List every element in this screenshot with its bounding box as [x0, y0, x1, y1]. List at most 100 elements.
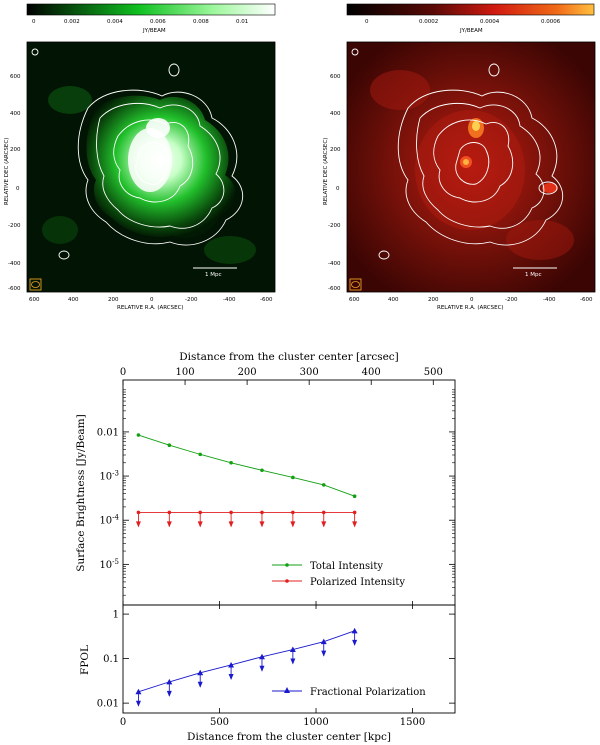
upper-limit-arrowhead — [166, 690, 172, 697]
bottom-legend: Fractional Polarization — [272, 687, 426, 698]
beam-icon — [349, 278, 362, 291]
scalebar-label: 1 Mpc — [525, 272, 542, 278]
cbar-tick: 0.0006 — [541, 19, 561, 25]
ytick: 0 — [336, 186, 340, 192]
cbar-tick: 0.0002 — [419, 19, 438, 25]
ytick: -200 — [8, 223, 21, 229]
upper-limit-arrowhead — [197, 681, 203, 688]
ytick: 200 — [330, 147, 341, 153]
xtick: 400 — [68, 297, 79, 303]
legend-marker-polarized — [285, 579, 289, 583]
cbar-tick: 0.004 — [107, 19, 123, 25]
emission-patches — [370, 70, 574, 260]
upper-limit-arrowhead — [290, 658, 296, 665]
contours — [31, 48, 244, 260]
ytick: -400 — [328, 261, 341, 267]
upper-limit-arrowhead — [197, 521, 203, 528]
top-xtick-label: 0 — [120, 367, 126, 378]
top-yticks: 0.01 10-3 10-4 10-5 — [97, 389, 455, 596]
data-point-fractional-polarization — [320, 638, 327, 645]
data-point-total-intensity — [321, 483, 326, 487]
upper-limit-arrowhead — [352, 639, 358, 646]
data-point-total-intensity — [352, 494, 357, 498]
bottom-xticks: 0 500 1000 1500 — [120, 601, 425, 728]
yticks: 600 400 200 0 -200 -400 -600 — [8, 74, 21, 292]
top-xtick-label: 100 — [176, 367, 195, 378]
top-ylabel: Surface Brightness [Jy/Beam] — [75, 414, 87, 571]
scalebar-label: 1 Mpc — [205, 272, 222, 278]
series-line-fractional-polarization — [138, 630, 355, 693]
map-total-intensity: 0 0.002 0.004 0.006 0.008 0.01 JY/BEAM — [4, 3, 276, 311]
xtick: 400 — [388, 297, 399, 303]
top-xtick-label: 300 — [300, 367, 319, 378]
cbar-tick: 0 — [365, 19, 369, 25]
emission-blob — [42, 86, 256, 264]
legend-fractional-polarization: Fractional Polarization — [310, 687, 426, 698]
bottom-ytick-label: 1 — [113, 610, 119, 621]
xtick: 200 — [108, 297, 119, 303]
map-polarized-intensity: 0 0.0002 0.0004 0.0006 JY/BEAM — [323, 3, 596, 311]
top-series — [135, 433, 358, 528]
bottom-xtick-label: 1500 — [400, 717, 425, 728]
cbar-tick: 0.01 — [236, 19, 248, 25]
scalebar: 1 Mpc — [193, 267, 237, 278]
cbar-tick: 0.002 — [64, 19, 80, 25]
ytick: -200 — [328, 223, 341, 229]
map-xlabel: RELATIVE R.A. (ARCSEC) — [117, 305, 184, 311]
upper-limit-arrowhead — [259, 521, 265, 528]
upper-limit-arrowhead — [135, 521, 141, 528]
beam-icon — [29, 278, 42, 291]
colorbar-green — [26, 3, 276, 16]
bottom-series — [135, 627, 358, 707]
xtick: -200 — [505, 297, 518, 303]
map-xlabel: RELATIVE R.A. (ARCSEC) — [437, 305, 504, 311]
xtick: -200 — [185, 297, 198, 303]
scalebar: 1 Mpc — [513, 267, 557, 278]
xtick: 600 — [349, 297, 360, 303]
upper-limit-arrowhead — [135, 700, 141, 707]
top-xtick-label: 500 — [424, 367, 443, 378]
data-point-fractional-polarization — [289, 646, 296, 653]
ytick: 600 — [330, 74, 341, 80]
upper-limit-arrowhead — [352, 521, 358, 528]
upper-limit-arrowhead — [228, 521, 234, 528]
data-point-total-intensity — [291, 475, 295, 480]
data-point-total-intensity — [198, 452, 203, 457]
colorbar-unit: JY/BEAM — [142, 28, 166, 34]
map-ylabel: RELATIVE DEC (ARCSEC) — [4, 138, 10, 205]
data-point-total-intensity — [136, 433, 141, 437]
data-point-total-intensity — [167, 443, 172, 448]
data-point-fractional-polarization — [166, 678, 173, 685]
legend-polarized-intensity: Polarized Intensity — [310, 577, 405, 588]
ytick: -600 — [8, 286, 21, 292]
upper-limit-arrowhead — [321, 521, 327, 528]
colorbar-unit: JY/BEAM — [459, 28, 483, 34]
bottom-yticks: 1 0.1 0.01 — [97, 610, 455, 710]
xtick: 200 — [428, 297, 439, 303]
legend-marker-fpol — [284, 687, 290, 693]
xtick: -600 — [260, 297, 273, 303]
upper-limit-arrowhead — [166, 521, 172, 528]
colorbar-ticks: 0 0.0002 0.0004 0.0006 — [365, 19, 561, 25]
top-ytick-label: 0.01 — [97, 427, 119, 438]
upper-limit-arrowhead — [290, 521, 296, 528]
top-legend: Total Intensity Polarized Intensity — [272, 561, 405, 588]
legend-marker-total — [285, 563, 289, 567]
fpol-plot: 0 500 1000 1500 1 0.1 0.01 Distance from the … — [79, 601, 456, 743]
xtick: 0 — [470, 297, 474, 303]
bottom-ytick-label: 0.1 — [103, 654, 119, 665]
data-point-fractional-polarization — [258, 653, 265, 660]
upper-limit-arrowhead — [321, 650, 327, 657]
yticks: 600 400 200 0 -200 -400 -600 — [328, 74, 341, 292]
ytick: -600 — [328, 286, 341, 292]
surface-brightness-plot: Distance from the cluster center [arcsec… — [75, 351, 456, 606]
ytick: -400 — [8, 261, 21, 267]
top-xticks: 0 100 200 300 400 500 — [120, 367, 443, 385]
data-point-total-intensity — [229, 460, 233, 465]
ytick: 200 — [10, 147, 21, 153]
contours — [351, 48, 564, 260]
top-xtick-label: 400 — [362, 367, 381, 378]
data-point-total-intensity — [260, 468, 264, 473]
xtick: -400 — [223, 297, 236, 303]
